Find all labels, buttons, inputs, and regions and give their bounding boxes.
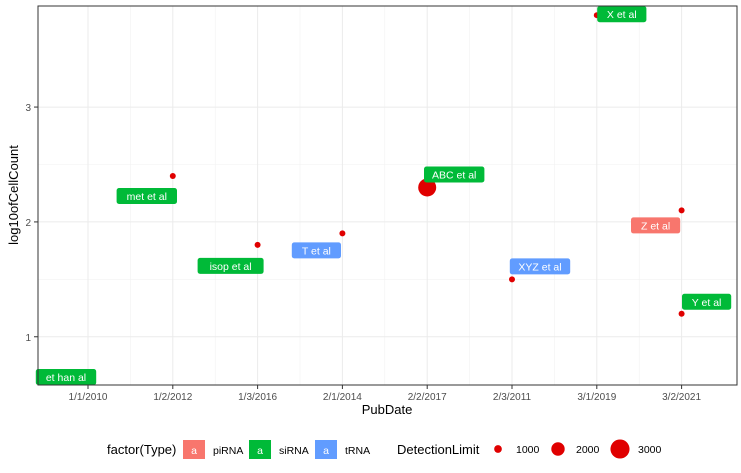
data-point xyxy=(678,310,685,317)
x-axis-title: PubDate xyxy=(362,402,413,417)
point-label-text: ABC et al xyxy=(432,169,476,181)
point-label-text: X et al xyxy=(607,9,637,21)
data-point xyxy=(339,230,346,237)
legend-size-title: DetectionLimit xyxy=(397,442,480,457)
point-label-text: Y et al xyxy=(692,297,722,309)
legend: factor(Type) a piRNA a siRNA a tRNA Detection… xyxy=(107,439,662,459)
point-label-text: met et al xyxy=(127,191,167,203)
legend-size-keys: 1000 2000 3000 xyxy=(494,439,662,459)
legend-type-entry: a tRNA xyxy=(315,440,370,459)
point-label: ABC et al xyxy=(424,166,485,183)
point-label-box xyxy=(424,166,485,183)
point-label-box xyxy=(291,242,341,259)
y-axis-ticks: 1 2 3 xyxy=(25,103,38,344)
x-tick-label: 1/3/2016 xyxy=(238,392,277,403)
data-points xyxy=(169,12,685,317)
legend-type-glyph: a xyxy=(191,445,197,457)
point-label-box xyxy=(631,217,681,234)
legend-type-swatch xyxy=(249,440,271,459)
data-point xyxy=(254,241,261,248)
legend-type-entry: a siRNA xyxy=(249,440,309,459)
x-tick-label: 2/1/2014 xyxy=(323,392,362,403)
point-label: X et al xyxy=(597,6,647,23)
data-point xyxy=(678,207,685,214)
point-label: XYZ et al xyxy=(509,258,571,275)
x-tick-label: 1/1/2010 xyxy=(69,392,108,403)
x-tick-label: 2/3/2011 xyxy=(493,392,532,403)
legend-size-label: 3000 xyxy=(638,444,662,456)
point-label-box xyxy=(509,258,571,275)
legend-size-entry: 1000 xyxy=(494,444,540,456)
data-point xyxy=(509,276,515,283)
point-label-text: T et al xyxy=(302,245,331,257)
y-axis-title: log10ofCellCount xyxy=(6,145,21,245)
y-tick-label: 1 xyxy=(25,333,31,344)
legend-type-glyph: a xyxy=(257,445,263,457)
legend-size-entry: 3000 xyxy=(610,439,662,459)
x-tick-label: 3/2/2021 xyxy=(662,392,701,403)
point-labels: met et al isop et al T et al ABC et al XYZ e… xyxy=(35,6,732,385)
x-tick-label: 2/2/2017 xyxy=(408,392,447,403)
point-label: met et al xyxy=(116,187,177,204)
point-label: Z et al xyxy=(631,217,681,234)
data-point xyxy=(169,172,176,179)
data-point xyxy=(418,178,437,197)
legend-type-keys: a piRNA a siRNA a tRNA xyxy=(183,440,370,459)
x-tick-label: 3/1/2019 xyxy=(577,392,616,403)
point-label-text: Z et al xyxy=(641,220,670,232)
legend-type-label: piRNA xyxy=(213,445,243,457)
point-label-box xyxy=(35,368,97,385)
point-label-box xyxy=(597,6,647,23)
point-label-box xyxy=(197,257,264,274)
legend-type-label: siRNA xyxy=(279,445,309,457)
point-label: Y et al xyxy=(682,293,732,310)
legend-size-entry: 2000 xyxy=(551,442,600,456)
point-label-text: et han al xyxy=(46,372,86,384)
y-tick-label: 3 xyxy=(25,103,31,114)
point-label: T et al xyxy=(291,242,341,259)
x-tick-label: 1/2/2012 xyxy=(153,392,192,403)
legend-type-swatch xyxy=(183,440,205,459)
point-label-box xyxy=(682,293,732,310)
point-label-text: isop et al xyxy=(210,261,252,273)
point-label: et han al xyxy=(35,368,97,385)
legend-size-circle xyxy=(551,442,565,456)
legend-size-circle xyxy=(610,439,630,459)
legend-size-label: 1000 xyxy=(516,444,540,456)
legend-type-entry: a piRNA xyxy=(183,440,243,459)
legend-type-title: factor(Type) xyxy=(107,442,176,457)
legend-type-label: tRNA xyxy=(345,445,370,457)
legend-size-circle xyxy=(494,445,502,453)
plot-border xyxy=(37,5,738,386)
x-axis-ticks: 1/1/2010 1/2/2012 1/3/2016 2/1/2014 2/2/2017… xyxy=(69,385,701,403)
legend-size-label: 2000 xyxy=(576,444,600,456)
legend-type-glyph: a xyxy=(323,445,329,457)
legend-type-swatch xyxy=(315,440,337,459)
point-label-text: XYZ et al xyxy=(518,261,561,273)
point-label-box xyxy=(116,187,177,204)
point-label: isop et al xyxy=(197,257,264,274)
y-tick-label: 2 xyxy=(25,218,31,229)
